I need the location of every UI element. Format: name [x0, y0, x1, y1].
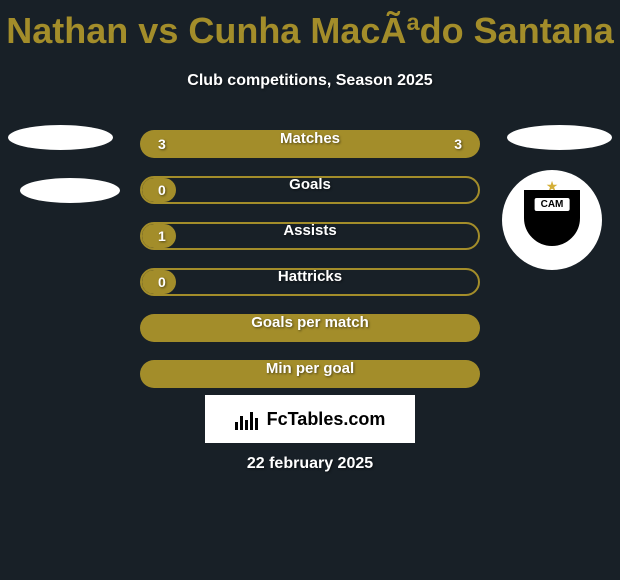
stat-left-value: 0	[158, 182, 166, 198]
stat-label: Min per goal	[266, 360, 354, 377]
stat-label: Assists	[283, 222, 336, 239]
watermark: FcTables.com	[205, 395, 415, 443]
stat-row-matches: 3 3 Matches	[10, 130, 610, 158]
stat-left-value: 0	[158, 274, 166, 290]
stat-left-value: 1	[158, 228, 166, 244]
watermark-text: FcTables.com	[267, 409, 386, 430]
stats-container: 3 3 Matches 0 Goals 1 Assists 0	[0, 130, 620, 388]
stat-label: Hattricks	[278, 268, 342, 285]
stat-left-value: 3	[158, 136, 166, 152]
subtitle: Club competitions, Season 2025	[0, 72, 620, 90]
footer-date: 22 february 2025	[247, 455, 373, 473]
stat-row-min-per-goal: Min per goal	[10, 360, 610, 388]
stat-label: Goals per match	[251, 314, 369, 331]
stat-row-goals-per-match: Goals per match	[10, 314, 610, 342]
chart-icon	[235, 408, 261, 430]
stat-label: Goals	[289, 176, 331, 193]
stat-right-value: 3	[454, 136, 462, 152]
page-title: Nathan vs Cunha MacÃªdo Santana	[0, 0, 620, 52]
stat-row-hattricks: 0 Hattricks	[10, 268, 610, 296]
stat-row-goals: 0 Goals	[10, 176, 610, 204]
stat-row-assists: 1 Assists	[10, 222, 610, 250]
stat-label: Matches	[280, 130, 340, 147]
